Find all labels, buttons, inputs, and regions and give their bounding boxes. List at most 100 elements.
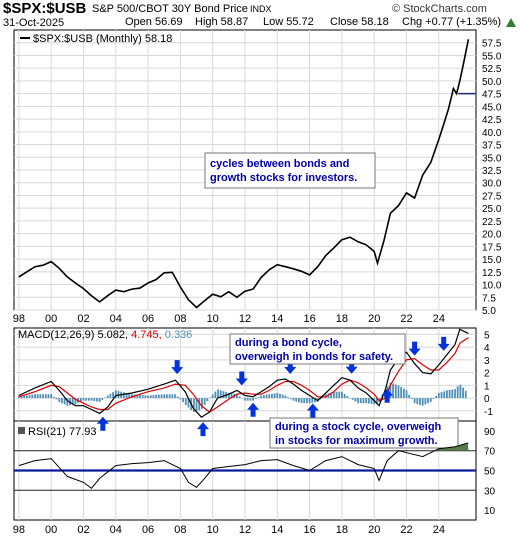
macd-histogram-bar — [187, 398, 190, 408]
macd-histogram-bar — [244, 398, 246, 401]
macd-histogram-bar — [402, 388, 405, 399]
price-y-tick-label: 10.0 — [482, 281, 502, 292]
macd-histogram-bar — [419, 398, 421, 405]
macd-histogram-bar — [141, 395, 144, 399]
macd-histogram-bar — [79, 398, 82, 402]
macd-histogram-bar — [236, 394, 238, 399]
macd-histogram-bar — [184, 398, 187, 405]
macd-legend-value: 5.082, — [97, 329, 131, 341]
arrow-down-icon — [408, 341, 421, 356]
arrow-up-icon — [306, 403, 319, 418]
macd-histogram-bar — [104, 397, 106, 399]
macd-annotation-text: overweigh in bonds for safety. — [235, 351, 393, 363]
macd-histogram-bar — [400, 387, 403, 399]
price-y-tick-label: 42.5 — [482, 115, 502, 126]
macd-histogram-bar — [85, 398, 88, 401]
macd-histogram-bar — [23, 395, 26, 399]
macd-histogram-bar — [201, 398, 203, 409]
macd-annotation-text: during a bond cycle, — [235, 337, 342, 349]
high-value: High 58.87 — [195, 16, 249, 28]
rsi-y-tick-label: 90 — [484, 427, 496, 438]
macd-histogram-bar — [273, 393, 276, 399]
macd-histogram-bar — [63, 398, 66, 405]
macd-histogram-bar — [454, 389, 456, 399]
x-tick-label-bottom: 98 — [13, 524, 25, 536]
macd-histogram-bar — [464, 390, 467, 399]
macd-histogram-bar — [421, 398, 424, 406]
macd-histogram-bar — [314, 398, 316, 403]
rsi-legend: RSI(21) 77.93 — [28, 426, 97, 438]
rsi-y-tick-label: 30 — [484, 486, 496, 497]
symbol-description: S&P 500/CBOT 30Y Bond Price — [92, 3, 248, 15]
price-y-tick-label: 52.5 — [482, 64, 502, 75]
macd-histogram-bar — [179, 398, 182, 400]
price-y-tick-label: 30.0 — [482, 179, 502, 190]
macd-annotation-text: during a stock cycle, overweigh — [275, 421, 442, 433]
macd-histogram-bar — [171, 394, 174, 399]
x-tick-label-bottom: 20 — [368, 524, 380, 536]
macd-histogram-bar — [36, 394, 39, 399]
macd-histogram-bar — [31, 394, 34, 399]
chart-header: $SPX:$USB S&P 500/CBOT 30Y Bond Price IN… — [0, 0, 520, 30]
macd-histogram-bar — [192, 398, 195, 412]
macd-histogram-bar — [338, 391, 341, 399]
arrow-shape — [197, 422, 209, 437]
close-value: Close 58.18 — [330, 16, 389, 28]
arrow-up-icon — [96, 416, 109, 431]
macd-histogram-bar — [176, 396, 179, 399]
x-tick-label-bottom: 22 — [400, 524, 412, 536]
macd-histogram-bar — [139, 394, 141, 399]
macd-histogram-bar — [413, 398, 416, 404]
macd-histogram-bar — [58, 398, 61, 402]
macd-histogram-bar — [219, 390, 222, 399]
macd-histogram-bar — [47, 394, 50, 399]
arrow-down-icon — [345, 359, 358, 374]
arrow-shape — [171, 360, 184, 375]
x-tick-label-top: 06 — [142, 313, 154, 325]
macd-histogram-bar — [254, 398, 257, 399]
price-y-tick-label: 50.0 — [482, 77, 502, 88]
price-y-tick-label: 12.5 — [482, 268, 502, 279]
macd-histogram-bar — [341, 391, 343, 399]
macd-histogram-bar — [42, 394, 44, 399]
macd-histogram-bar — [359, 398, 362, 404]
macd-histogram-bar — [297, 398, 300, 403]
macd-histogram-bar — [308, 398, 311, 404]
x-tick-label-top: 24 — [433, 313, 445, 325]
macd-histogram-bar — [195, 398, 198, 412]
arrow-down-icon — [284, 360, 297, 375]
macd-histogram-bar — [238, 396, 241, 399]
macd-histogram-bar — [295, 398, 298, 402]
arrow-shape — [408, 341, 421, 356]
symbol-title: $SPX:$USB — [3, 0, 87, 17]
price-annotation: cycles between bonds and growth stocks fo… — [204, 152, 376, 189]
macd-y-tick-label: 5 — [484, 330, 490, 341]
arrow-shape — [381, 388, 394, 403]
macd-histogram-bar — [82, 398, 85, 401]
arrow-up-icon — [381, 388, 394, 403]
price-y-tick-label: 55.0 — [482, 51, 502, 62]
macd-histogram-bar — [362, 398, 365, 404]
x-tick-label-bottom: 24 — [433, 524, 445, 536]
price-legend: $SPX:$USB (Monthly) 58.18 — [33, 33, 172, 45]
macd-histogram-bar — [357, 398, 359, 404]
macd-histogram-bar — [408, 394, 411, 399]
price-y-tick-label: 40.0 — [482, 128, 502, 139]
macd-histogram-bar — [66, 398, 69, 406]
macd-histogram-bar — [222, 391, 225, 399]
macd-histogram-bar — [260, 395, 263, 399]
arrow-up-icon — [247, 402, 260, 417]
macd-histogram-bar — [96, 398, 98, 402]
x-tick-label-bottom: 08 — [174, 524, 186, 536]
x-tick-label-top: 14 — [271, 313, 283, 325]
rsi-y-tick-label: 50 — [484, 467, 496, 478]
macd-histogram-bar — [351, 398, 354, 400]
arrow-down-icon — [235, 371, 248, 386]
macd-annotation-box — [269, 417, 459, 449]
macd-legend-name: MACD(12,26,9) — [18, 329, 97, 341]
x-tick-label-top: 16 — [303, 313, 315, 325]
macd-histogram-bar — [427, 398, 429, 404]
macd-histogram-bar — [122, 392, 125, 399]
price-line — [18, 39, 470, 309]
macd-histogram-bar — [462, 387, 464, 399]
